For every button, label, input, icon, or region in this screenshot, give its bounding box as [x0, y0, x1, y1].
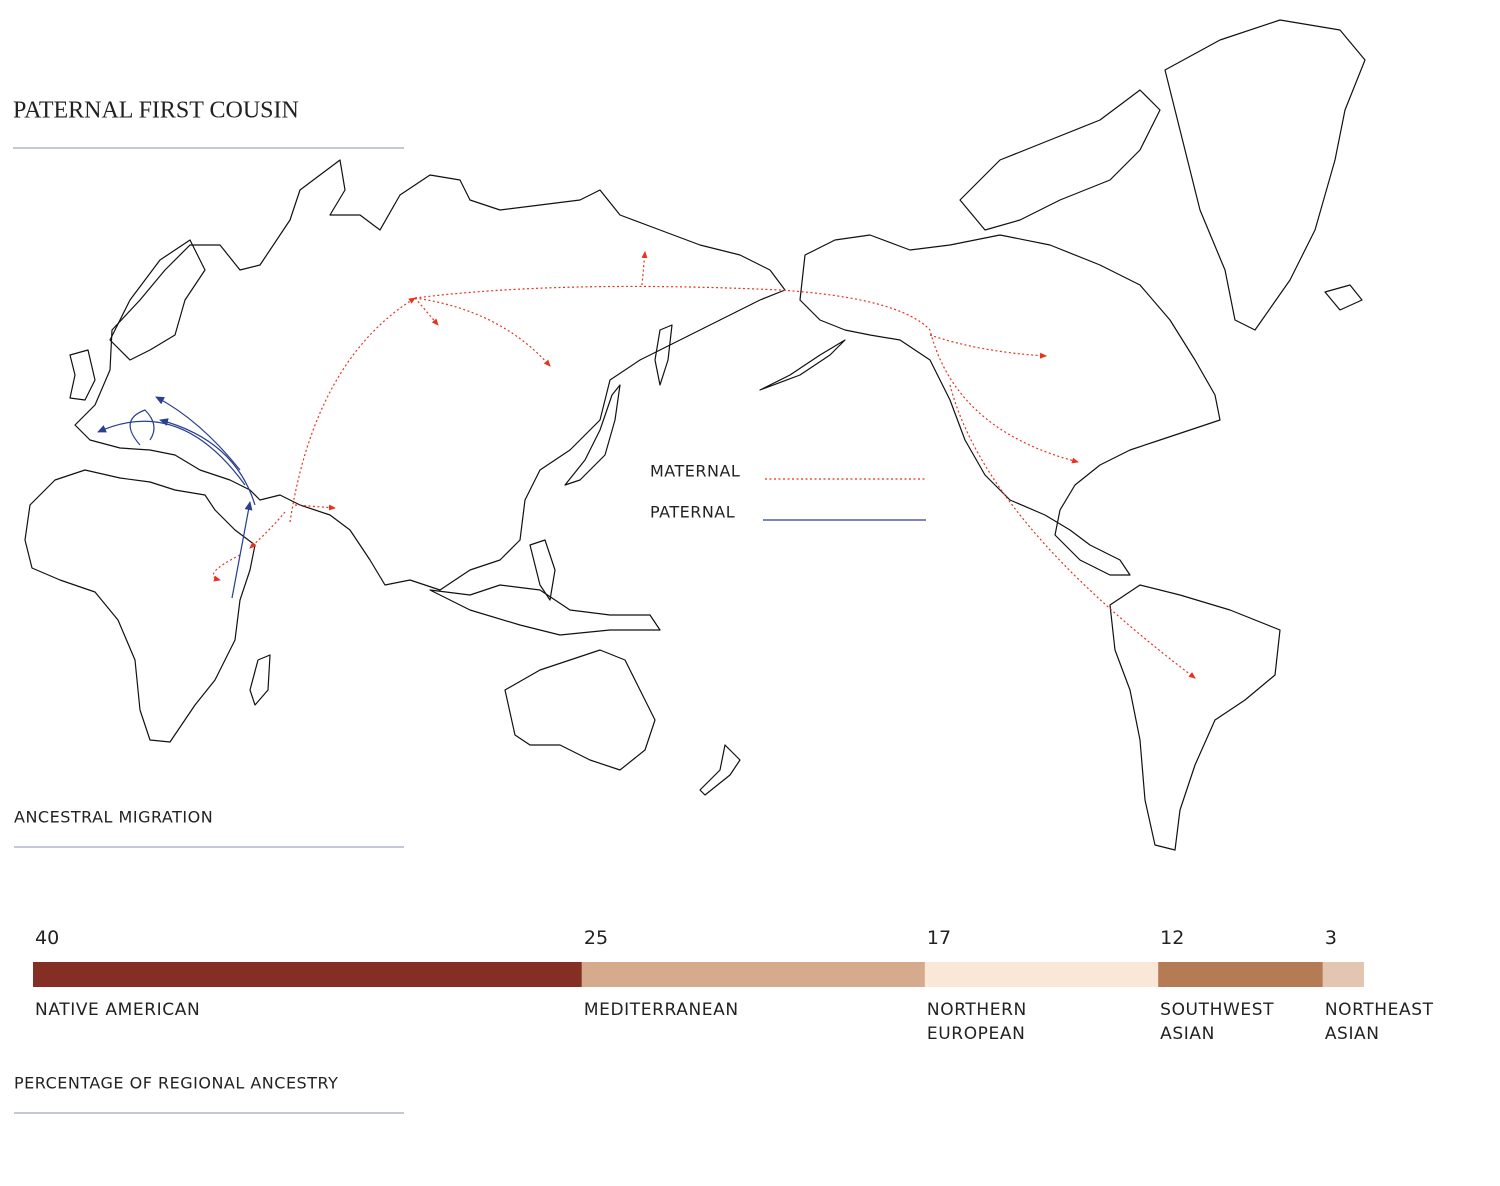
- britain: [69, 349, 96, 401]
- madagascar: [249, 654, 271, 706]
- paternal-route: [155, 396, 241, 471]
- paternal-route: [97, 420, 246, 486]
- north-america: [799, 234, 1221, 576]
- indonesia: [429, 584, 661, 636]
- migration-routes: [97, 251, 1196, 679]
- eurasia: [74, 159, 786, 591]
- paternal-route: [231, 501, 253, 599]
- arctic-islands: [959, 89, 1161, 231]
- page-title: PATERNAL FIRST COUSIN: [13, 98, 299, 124]
- japan: [564, 384, 621, 486]
- australia: [504, 649, 656, 771]
- segment-label: MEDITERRANEAN: [583, 1000, 739, 1020]
- segment-label: NORTHEAST ASIAN: [1324, 1000, 1434, 1044]
- segment-label: SOUTHWEST ASIAN: [1160, 1000, 1275, 1044]
- value-label: 12: [1160, 927, 1185, 949]
- alaska-chain: [759, 339, 846, 391]
- bar-segment: [1158, 962, 1323, 987]
- value-label: 25: [583, 927, 609, 949]
- scandinavia: [109, 239, 206, 361]
- south-america: [1109, 584, 1281, 851]
- maternal-route: [294, 504, 336, 511]
- maternal-route: [289, 297, 416, 523]
- ancestry-bar: [33, 962, 1364, 987]
- maternal-route: [949, 384, 1196, 679]
- paternal-route: [159, 418, 256, 506]
- value-label: 17: [926, 927, 952, 949]
- maternal-route: [414, 285, 1079, 464]
- maternal-route: [249, 511, 286, 549]
- philippines: [529, 539, 556, 601]
- africa: [24, 469, 256, 743]
- segment-label: NATIVE AMERICAN: [35, 1000, 201, 1020]
- value-label: 40: [35, 927, 60, 949]
- world-map: [24, 19, 1366, 851]
- paternal-route: [129, 409, 155, 446]
- new-zealand: [699, 744, 741, 796]
- sakhalin: [654, 324, 673, 386]
- segment-label: NORTHERN EUROPEAN: [926, 1000, 1027, 1044]
- legend-label: PATERNAL: [650, 503, 735, 522]
- greenland: [1164, 19, 1366, 331]
- legend-label: MATERNAL: [650, 462, 740, 481]
- maternal-route: [414, 297, 439, 326]
- bar-segment: [1322, 962, 1364, 987]
- bar-segment: [924, 962, 1159, 987]
- maternal-route: [414, 297, 551, 367]
- map-legend: MATERNAL PATERNAL: [650, 462, 926, 522]
- maternal-route: [929, 334, 1047, 359]
- map-title: ANCESTRAL MIGRATION: [14, 808, 213, 827]
- maternal-route: [641, 251, 648, 286]
- value-label: 3: [1324, 927, 1337, 949]
- chart-title: PERCENTAGE OF REGIONAL ANCESTRY: [14, 1074, 338, 1093]
- bar-segment: [581, 962, 925, 987]
- iceland: [1324, 284, 1363, 311]
- bar-segment: [33, 962, 582, 987]
